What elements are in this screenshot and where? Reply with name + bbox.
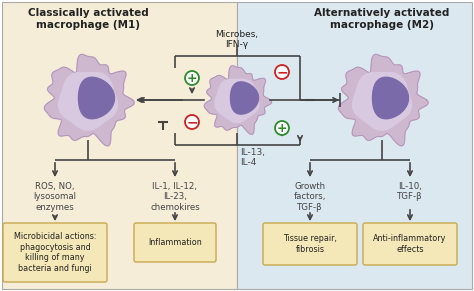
Text: Microbicidal actions:
phagocytosis and
killing of many
bacteria and fungi: Microbicidal actions: phagocytosis and k… [14, 233, 96, 273]
Polygon shape [338, 54, 428, 146]
Text: IL-10,
TGF-β: IL-10, TGF-β [397, 182, 423, 201]
Text: Microbes,
IFN-γ: Microbes, IFN-γ [216, 30, 258, 49]
Text: +: + [187, 72, 197, 84]
Bar [2, 2, 237, 289]
Text: Tissue repair,
fibrosis: Tissue repair, fibrosis [283, 234, 337, 254]
FancyBboxPatch shape [134, 223, 216, 262]
Polygon shape [373, 77, 409, 119]
Text: Classically activated
macrophage (M1): Classically activated macrophage (M1) [27, 8, 148, 30]
FancyBboxPatch shape [263, 223, 357, 265]
Text: −: − [186, 115, 198, 129]
Text: −: − [276, 65, 288, 79]
Circle shape [185, 71, 199, 85]
Text: Growth
factors,
TGF-β: Growth factors, TGF-β [294, 182, 326, 212]
Text: ROS, NO,
lysosomal
enzymes: ROS, NO, lysosomal enzymes [34, 182, 76, 212]
Bar [237, 2, 472, 289]
Text: Inflammation: Inflammation [148, 238, 202, 247]
Text: IL-1, IL-12,
IL-23,
chemokires: IL-1, IL-12, IL-23, chemokires [150, 182, 200, 212]
Polygon shape [353, 72, 411, 130]
Polygon shape [44, 54, 134, 146]
Polygon shape [215, 79, 259, 123]
Text: +: + [277, 122, 287, 134]
Polygon shape [59, 72, 118, 130]
Polygon shape [230, 82, 258, 114]
Polygon shape [204, 66, 272, 134]
Polygon shape [79, 77, 115, 119]
Circle shape [275, 65, 289, 79]
Circle shape [185, 115, 199, 129]
Text: IL-13,
IL-4: IL-13, IL-4 [240, 148, 265, 167]
Circle shape [275, 121, 289, 135]
FancyBboxPatch shape [3, 223, 107, 282]
FancyBboxPatch shape [363, 223, 457, 265]
Text: Anti-inflammatory
effects: Anti-inflammatory effects [374, 234, 447, 254]
Text: Alternatively activated
macrophage (M2): Alternatively activated macrophage (M2) [314, 8, 450, 30]
